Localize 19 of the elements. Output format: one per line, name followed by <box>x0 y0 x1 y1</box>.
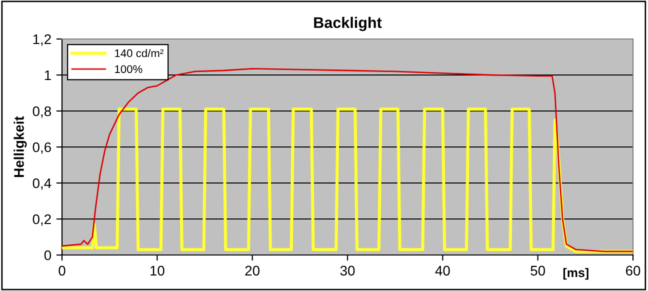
y-tick-label: 1,2 <box>33 34 51 46</box>
y-tick-label: 0,8 <box>32 106 51 118</box>
x-tick-label: 20 <box>245 266 260 276</box>
x-tick-label: 0 <box>58 266 66 276</box>
y-axis-title: Helligkeit <box>14 116 27 177</box>
y-tick-label: 0,2 <box>32 214 51 226</box>
x-tick-label: 40 <box>435 266 450 276</box>
x-tick-label: 60 <box>626 266 640 276</box>
legend-label: 140 cd/m² <box>115 49 164 58</box>
x-axis-title: [ms] <box>563 268 588 280</box>
x-tick-label: 10 <box>150 266 164 276</box>
y-tick-label: 1 <box>44 70 51 80</box>
legend-label: 100% <box>115 65 142 74</box>
y-tick-label: 0 <box>44 250 52 260</box>
chart-title: Backlight <box>314 16 382 32</box>
x-tick-label: 30 <box>340 266 355 276</box>
x-tick-label: 50 <box>530 266 546 276</box>
y-tick-label: 0,6 <box>32 142 51 154</box>
y-tick-label: 0,4 <box>32 178 52 190</box>
